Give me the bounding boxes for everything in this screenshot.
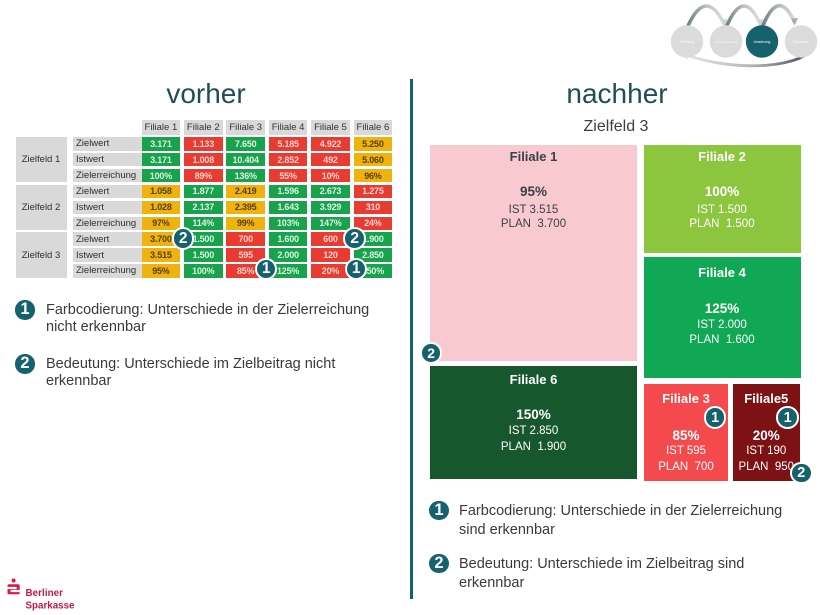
svg-text:Umsetzung: Umsetzung [754,40,771,44]
svg-text:Konzeptentwicklung: Konzeptentwicklung [714,40,738,44]
svg-text:Berliner: Berliner [26,588,64,599]
svg-text:Ergebnisse: Ergebnisse [793,40,809,44]
svg-text:Einleitung: Einleitung [680,40,694,44]
svg-text:Sparkasse: Sparkasse [26,601,76,612]
